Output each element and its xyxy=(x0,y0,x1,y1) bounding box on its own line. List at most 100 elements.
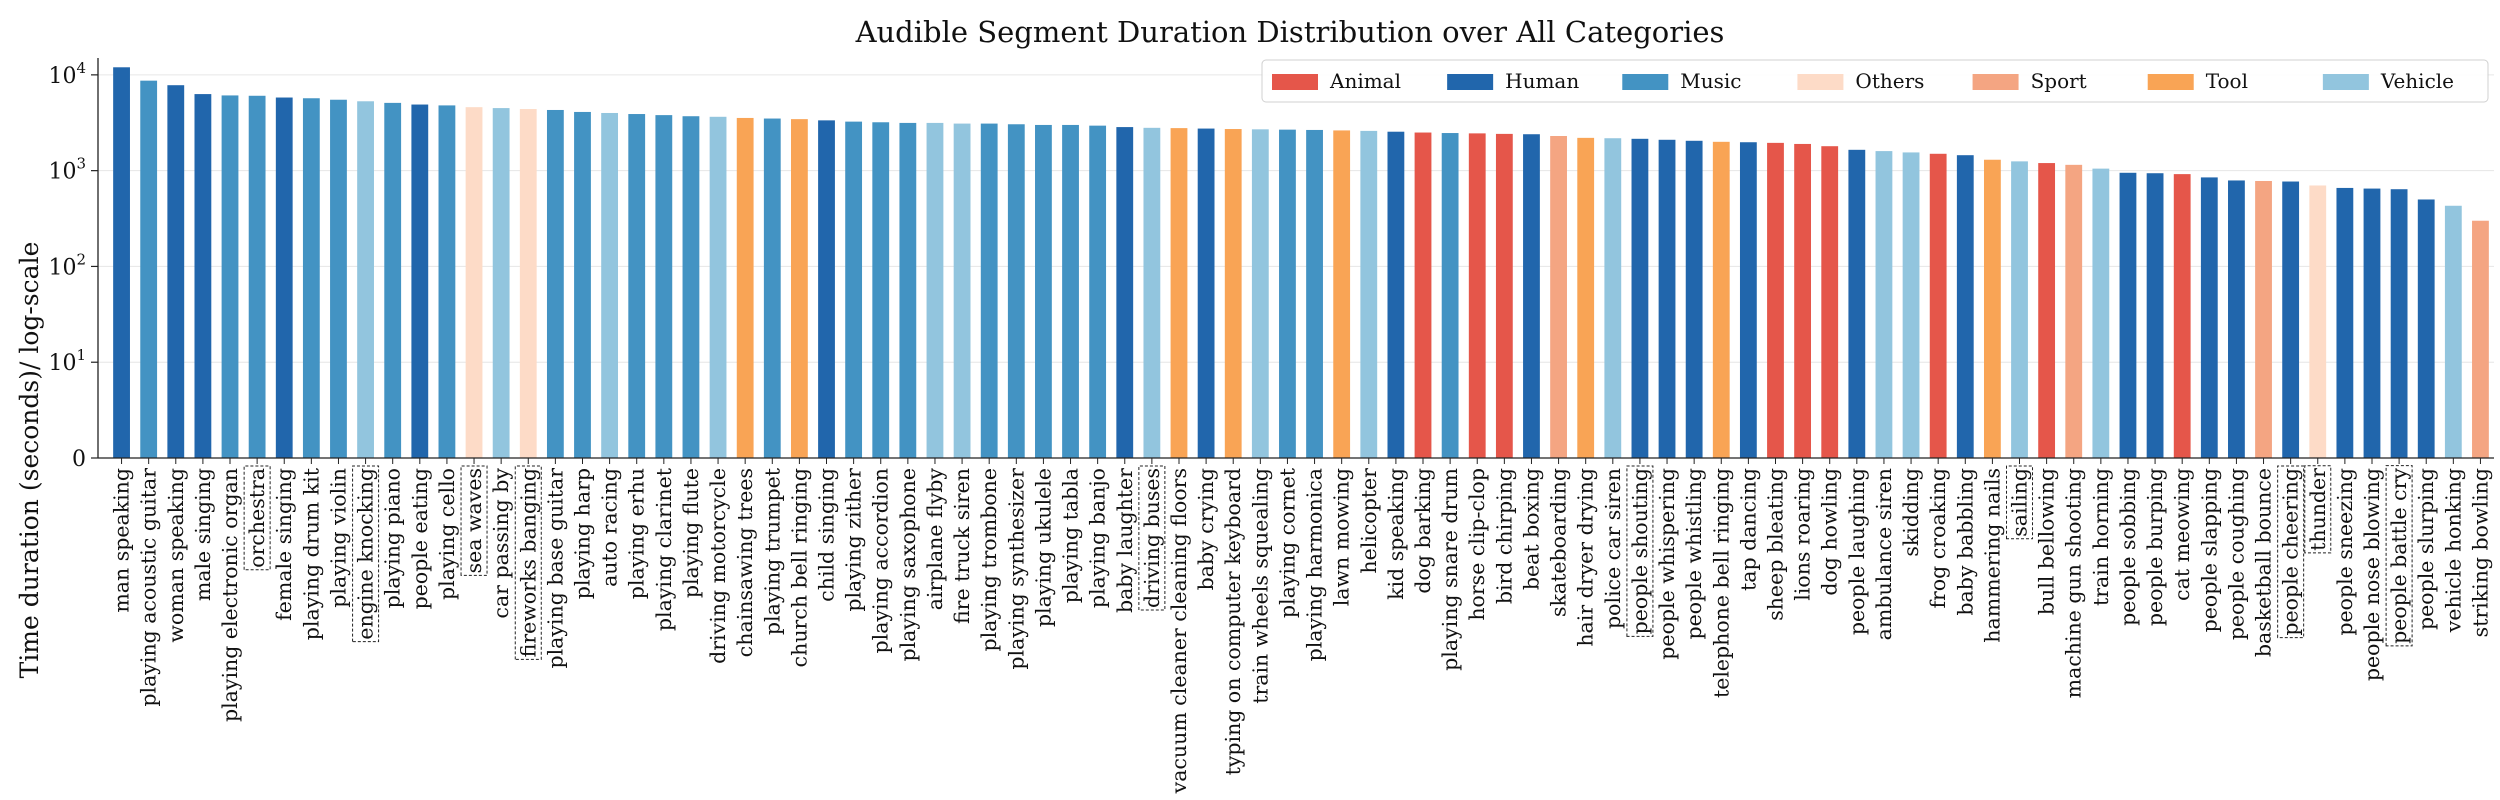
x-tick-label-box xyxy=(1626,465,1654,637)
x-tick-label: people whispering xyxy=(1655,468,1679,660)
bar xyxy=(2173,174,2191,459)
x-tick-label: typing on computer keyboard xyxy=(1221,468,1245,775)
x-tick-label-box xyxy=(2006,465,2034,540)
x-tick-label: woman speaking xyxy=(164,468,188,643)
x-tick-label-box xyxy=(352,465,380,643)
x-tick-label: horse clip-clop xyxy=(1465,468,1489,621)
bar xyxy=(2011,161,2028,458)
bar xyxy=(1197,128,1215,458)
bar xyxy=(167,85,185,458)
y-tick-label: 101 xyxy=(48,346,86,376)
x-tick-label: machine gun shooting xyxy=(2062,468,2086,698)
bar xyxy=(357,101,374,458)
x-tick-label: people slapping xyxy=(2197,468,2221,632)
bar xyxy=(2092,168,2110,459)
x-tick-label-box xyxy=(2385,465,2413,647)
x-tick-label: bird chirping xyxy=(1492,468,1516,604)
legend-swatch xyxy=(1622,74,1669,90)
bar xyxy=(438,105,456,459)
x-tick-label: thunder xyxy=(2306,468,2330,551)
x-tick-label: vacuum cleaner cleaning floors xyxy=(1167,468,1191,794)
x-tick-label: train wheels squealing xyxy=(1248,468,1272,704)
x-tick-label: people cheering xyxy=(2279,468,2303,636)
x-tick-label-box xyxy=(1138,465,1166,611)
x-tick-label: orchestra xyxy=(245,468,269,568)
bar xyxy=(1251,129,1269,458)
x-tick-label: people coughing xyxy=(2224,468,2248,640)
bar xyxy=(1062,124,1079,459)
bar xyxy=(2200,177,2218,458)
x-tick-label: people eating xyxy=(408,468,432,609)
legend-label: Vehicle xyxy=(2380,69,2454,93)
x-tick-label: kid speaking xyxy=(1384,468,1408,600)
x-tick-label: people slurping xyxy=(2414,468,2438,630)
bar xyxy=(1414,132,1432,458)
y-tick-label: 103 xyxy=(48,155,86,185)
bar xyxy=(1604,138,1622,459)
x-tick-label: ambulance siren xyxy=(1872,468,1896,640)
x-tick-label-box xyxy=(514,465,542,660)
bar xyxy=(790,119,808,459)
bar xyxy=(492,108,510,459)
bar xyxy=(465,107,483,458)
bar xyxy=(330,99,347,459)
x-tick-label: playing erhu xyxy=(625,468,649,599)
x-tick-label: playing base guitar xyxy=(543,468,567,669)
legend: Animal Human Music Others Sport Tool Vehicle xyxy=(1261,59,2489,103)
bar xyxy=(980,123,998,458)
x-tick-label: playing synthesizer xyxy=(1004,468,1028,670)
x-tick-label: basketball bounce xyxy=(2252,468,2276,657)
legend-label: Animal xyxy=(1329,69,1401,93)
bar xyxy=(1523,134,1540,458)
bar xyxy=(1089,125,1107,458)
bar xyxy=(1685,140,1703,458)
y-tick-label: 104 xyxy=(48,59,86,89)
x-tick-label: beat boxing xyxy=(1519,468,1543,590)
x-tick-label: fireworks banging xyxy=(516,468,540,657)
bar xyxy=(736,117,754,459)
x-tick-label: playing zither xyxy=(842,468,866,612)
x-tick-label: people burping xyxy=(2143,468,2167,626)
bar xyxy=(1739,142,1757,458)
x-tick-label: people shouting xyxy=(1628,468,1652,634)
x-tick-label: skidding xyxy=(1899,468,1923,557)
legend-label: Others xyxy=(1855,69,1924,93)
bar xyxy=(1767,142,1784,458)
x-tick-label: driving motorcycle xyxy=(706,468,730,664)
x-tick-label: playing banjo xyxy=(1086,468,1110,608)
x-tick-label: police car siren xyxy=(1601,468,1625,629)
bar xyxy=(2038,163,2056,458)
bar xyxy=(2228,180,2245,459)
bar xyxy=(1848,149,1866,459)
x-tick-label: playing trumpet xyxy=(760,467,784,635)
bar xyxy=(1577,137,1595,458)
x-tick-label: playing snare drum xyxy=(1438,468,1462,671)
bar xyxy=(1550,136,1567,459)
bars xyxy=(113,67,2489,459)
x-tick-label: train horning xyxy=(2089,468,2113,606)
bar xyxy=(1143,127,1161,458)
legend-swatch xyxy=(1272,74,1318,90)
bar xyxy=(2065,164,2083,458)
y-axis-label: Time duration (seconds)/ log-scale xyxy=(15,242,44,679)
x-tick-label: playing violin xyxy=(326,468,350,608)
x-tick-label: male singing xyxy=(191,468,215,601)
bar xyxy=(1658,139,1676,458)
x-tick-label: chainsawing trees xyxy=(733,468,757,657)
x-tick-label: playing saxophone xyxy=(896,468,920,662)
bar xyxy=(1333,130,1351,459)
x-tick-label: people whistling xyxy=(1682,468,1706,639)
x-tick-label: dog howling xyxy=(1818,468,1842,596)
x-tick-label: playing drum kit xyxy=(299,467,323,640)
x-tick-label: cat meowing xyxy=(2170,468,2194,601)
x-axis-ticks: man speaking playing acoustic guitar woman… xyxy=(110,458,2492,794)
legend-swatch xyxy=(1797,74,1844,90)
bar xyxy=(1360,130,1378,459)
bar xyxy=(1468,133,1486,458)
bar xyxy=(275,97,293,458)
bar xyxy=(2282,181,2300,458)
x-tick-label: sailing xyxy=(2008,468,2032,537)
x-tick-label: church bell ringing xyxy=(787,468,811,667)
bar xyxy=(1712,141,1730,459)
